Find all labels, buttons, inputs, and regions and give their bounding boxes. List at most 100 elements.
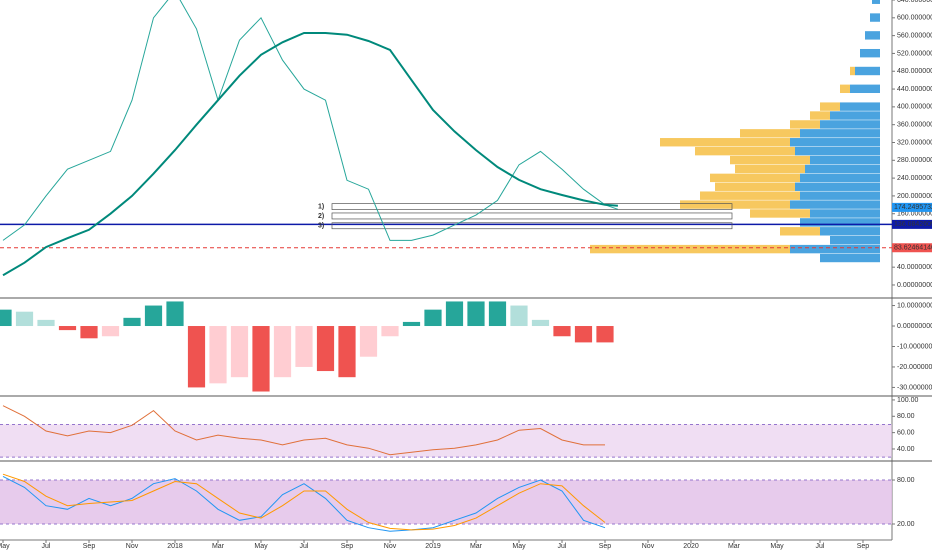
y-tick-label: 0.00000000 xyxy=(897,323,932,330)
annotation: 1) xyxy=(318,203,324,210)
y-tick-label: 640.00000000 xyxy=(897,0,932,4)
histogram-bar xyxy=(144,305,163,327)
x-tick-label: May xyxy=(254,543,268,550)
y-tick-label: 440.00000000 xyxy=(897,86,932,93)
annotation-box xyxy=(331,203,733,210)
y-tick-label: 40.00000000 xyxy=(897,264,932,271)
x-tick-label: 2018 xyxy=(167,543,183,550)
series-line xyxy=(2,473,606,531)
y-tick-label: 280.00000000 xyxy=(897,157,932,164)
volume-profile-down xyxy=(710,173,800,183)
histogram-bar xyxy=(553,326,571,337)
histogram-bar xyxy=(531,319,550,327)
volume-profile-down xyxy=(700,191,800,200)
x-tick-label: May xyxy=(770,543,784,550)
y-tick-label: 320.00000000 xyxy=(897,139,932,146)
histogram-bar xyxy=(596,326,614,343)
volume-profile-up xyxy=(850,84,880,94)
histogram-bar xyxy=(424,309,442,327)
volume-profile-up xyxy=(790,138,880,147)
price-label-box xyxy=(892,243,932,253)
x-tick-label: Jul xyxy=(300,543,309,550)
volume-profile-down xyxy=(840,84,850,94)
histogram-bar xyxy=(252,326,270,392)
volume-profile-up xyxy=(840,102,880,111)
volume-profile-up xyxy=(800,129,880,138)
volume-profile-up xyxy=(820,227,880,236)
histogram-bar xyxy=(574,326,593,343)
histogram-bar xyxy=(187,326,206,388)
histogram-bar xyxy=(0,309,12,327)
histogram-bar xyxy=(37,319,55,327)
volume-profile-down xyxy=(730,155,810,165)
x-tick-label: Nov xyxy=(642,543,655,550)
series-line xyxy=(2,475,606,532)
band xyxy=(0,480,892,525)
y-tick-label: 40.00 xyxy=(897,446,915,453)
histogram-bar xyxy=(58,326,77,331)
series-line xyxy=(2,0,619,241)
x-tick-label: Sep xyxy=(83,543,96,550)
annotation: 2) xyxy=(318,213,324,220)
histogram-bar xyxy=(381,326,399,337)
volume-profile-up xyxy=(805,164,880,174)
x-tick-label: Mar xyxy=(470,543,483,550)
volume-profile-up xyxy=(860,48,880,58)
y-tick-label: 160.00000000 xyxy=(897,211,932,218)
volume-profile-up xyxy=(855,66,880,76)
y-tick-label: 200.00000000 xyxy=(897,193,932,200)
volume-profile-up xyxy=(820,120,880,129)
histogram-bar xyxy=(273,326,292,378)
volume-profile-down xyxy=(810,111,830,120)
y-tick-label: 600.00000000 xyxy=(897,15,932,22)
volume-profile-up xyxy=(800,191,880,200)
price-label: 174.24957320 xyxy=(894,204,932,211)
histogram-bar xyxy=(402,321,421,327)
volume-profile-down xyxy=(660,138,790,147)
x-tick-label: Sep xyxy=(341,543,354,550)
histogram-bar xyxy=(488,301,507,327)
volume-profile-up xyxy=(790,200,880,209)
x-tick-label: Mar xyxy=(728,543,741,550)
histogram-bar xyxy=(209,326,227,384)
volume-profile-down xyxy=(695,146,795,156)
volume-profile-up xyxy=(870,13,880,22)
y-tick-label: 400.00000000 xyxy=(897,104,932,111)
price-label: 136.08426095 xyxy=(894,221,932,228)
series-line xyxy=(2,405,605,456)
y-tick-label: 100.00 xyxy=(897,397,919,404)
y-tick-label: 20.00 xyxy=(897,521,915,528)
volume-profile-down xyxy=(780,227,820,236)
histogram-bar xyxy=(80,326,98,339)
volume-profile-up xyxy=(810,209,880,218)
x-tick-label: May xyxy=(0,543,10,550)
y-tick-label: 360.00000000 xyxy=(897,122,932,129)
histogram-bar xyxy=(166,301,184,327)
volume-profile-up xyxy=(830,111,880,120)
y-tick-label: 480.00000000 xyxy=(897,68,932,75)
x-tick-label: 2019 xyxy=(425,543,441,550)
histogram-bar xyxy=(338,326,356,378)
x-tick-label: Jul xyxy=(558,543,567,550)
volume-profile-down xyxy=(680,200,790,209)
x-tick-label: May xyxy=(512,543,526,550)
volume-profile-up xyxy=(820,253,880,263)
y-tick-label: 240.00000000 xyxy=(897,175,932,182)
y-tick-label: 560.00000000 xyxy=(897,32,932,39)
volume-profile-up xyxy=(795,182,880,191)
histogram-bar xyxy=(123,317,141,327)
y-tick-label: 80.00 xyxy=(897,477,915,484)
price-label-box xyxy=(892,202,932,212)
annotation-box xyxy=(331,212,733,220)
volume-profile-down xyxy=(820,102,840,111)
x-tick-label: 2020 xyxy=(683,543,699,550)
volume-profile-up xyxy=(790,244,880,254)
y-tick-label: 0.00000000 xyxy=(897,282,932,289)
volume-profile-up xyxy=(830,235,880,245)
price-label-box xyxy=(892,219,932,229)
y-tick-label: 520.00000000 xyxy=(897,50,932,57)
y-tick-label: 80.00 xyxy=(897,413,915,420)
y-tick-label: -30.00000000 xyxy=(897,384,932,391)
histogram-bar xyxy=(359,326,378,357)
